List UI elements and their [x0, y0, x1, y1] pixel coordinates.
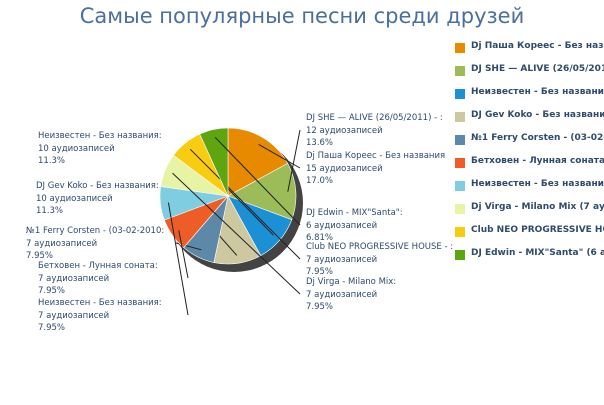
slice-label-name: №1 Ferry Corsten - (03-02-2010: [26, 226, 165, 236]
slice-label-percent: 11.3% [36, 206, 64, 216]
slice-label-name: Бетховен - Лунная соната: [38, 261, 158, 271]
slice-label-count: 10 аудиозаписей [38, 143, 115, 154]
legend-label: №1 Ferry Corsten - (03-02-20 [471, 133, 604, 143]
slice-label: Club NEO PROGRESSIVE HOUSE - : 7 аудиозап… [306, 241, 453, 279]
slice-label-name: DJ Gev Koko - Без названия: [36, 181, 159, 191]
legend-label: Бетховен - Лунная соната (7- [471, 156, 604, 166]
legend-swatch [455, 66, 465, 76]
leader-line [214, 137, 301, 226]
legend: Dj Паша Корееc - Без названи DJ SHE — ALI… [455, 38, 604, 268]
slice-label-count: 6 аудиозаписей [306, 220, 378, 231]
slice-label-count: 7 аудиозаписей [306, 254, 378, 265]
leader-line [172, 172, 301, 295]
legend-label: DJ SHE — ALIVE (26/05/2011 [471, 64, 604, 74]
legend-item[interactable]: Неизвестен - Без названия (7 а [455, 176, 604, 199]
legend-item[interactable]: №1 Ferry Corsten - (03-02-20 [455, 130, 604, 153]
legend-label: Dj Паша Корееc - Без названи [471, 41, 604, 51]
slice-label-name: Неизвестен - Без названия: [38, 298, 162, 308]
pie-slice [227, 162, 297, 221]
legend-item[interactable]: Dj Virga - Milano Mix (7 ау [455, 199, 604, 222]
legend-swatch [455, 204, 465, 214]
legend-item[interactable]: DJ SHE — ALIVE (26/05/2011 [455, 61, 604, 84]
legend-label: DJ Gev Koko - Без названия (1 [471, 110, 604, 120]
slice-label-count: 7 аудиозаписей [38, 273, 110, 284]
legend-swatch [455, 43, 465, 53]
legend-item[interactable]: DJ Edwin - MIX"Santa" (6 ауди [455, 245, 604, 268]
slice-label: DJ SHE — ALIVE (26/05/2011) - : 12 аудиоз… [306, 112, 443, 150]
slice-label-percent: 7.95% [38, 323, 66, 333]
legend-label: Club NEO PROGRESSIVE HOUSE [471, 225, 604, 235]
slice-label-name: Dj Virga - Milano Mix: [306, 277, 397, 287]
slice-label-percent: 17.0% [306, 176, 334, 186]
slice-label: Бетховен - Лунная соната: 7 аудиозаписей 7… [38, 260, 158, 298]
slice-label-percent: 11.3% [38, 156, 66, 166]
slice-label-count: 15 аудиозаписей [306, 163, 383, 174]
legend-swatch [455, 250, 465, 260]
slice-label-percent: 6.81% [306, 233, 334, 243]
slice-label-percent: 7.95% [38, 286, 66, 296]
leader-line [287, 129, 301, 192]
slice-label: №1 Ferry Corsten - (03-02-2010: 7 аудиоза… [26, 225, 164, 263]
legend-swatch [455, 181, 465, 191]
slice-label: DJ Gev Koko - Без названия: 10 аудиозапис… [36, 180, 159, 218]
slice-label-name: DJ Edwin - MIX"Santa": [306, 208, 403, 218]
slice-label-count: 12 аудиозаписей [306, 125, 383, 136]
slice-label-name: Club NEO PROGRESSIVE HOUSE - : [306, 242, 454, 252]
slice-label-percent: 13.6% [306, 138, 334, 148]
slice-label-percent: 7.95% [306, 302, 334, 312]
legend-swatch [455, 112, 465, 122]
legend-item[interactable]: DJ Gev Koko - Без названия (1 [455, 107, 604, 130]
pie-slice [199, 127, 229, 197]
leader-line [167, 202, 189, 316]
slice-label-name: Неизвестен - Без названия: [38, 131, 162, 141]
legend-label: DJ Edwin - MIX"Santa" (6 ауди [471, 248, 604, 258]
slice-label-count: 10 аудиозаписей [36, 193, 113, 204]
slice-label: Неизвестен - Без названия: 10 аудиозаписе… [38, 130, 162, 168]
slice-label-percent: 7.95% [306, 267, 334, 277]
slice-label-name: DJ SHE — ALIVE (26/05/2011) - : [306, 113, 443, 123]
legend-label: Неизвестен - Без названия (7 а [471, 179, 604, 189]
slice-label-count: 7 аудиозаписей [38, 310, 110, 321]
legend-swatch [455, 158, 465, 168]
legend-swatch [455, 227, 465, 237]
legend-label: Dj Virga - Milano Mix (7 ау [471, 202, 604, 212]
slice-label-count: 7 аудиозаписей [306, 289, 378, 300]
legend-item[interactable]: Dj Паша Корееc - Без названи [455, 38, 604, 61]
slice-label: Dj Virga - Milano Mix: 7 аудиозаписей 7.95… [306, 276, 396, 314]
slice-label: DJ Edwin - MIX"Santa": 6 аудиозаписей 6.81… [306, 207, 403, 245]
slice-label: Неизвестен - Без названия: 7 аудиозаписей… [38, 297, 162, 335]
legend-item[interactable]: Бетховен - Лунная соната (7- [455, 153, 604, 176]
legend-label: Неизвестен - Без названия (10 [471, 87, 604, 97]
slice-label-count: 7 аудиозаписей [26, 238, 98, 249]
slice-label-name: Dj Паша Корееc - Без названия [306, 151, 446, 161]
legend-swatch [455, 135, 465, 145]
legend-item[interactable]: Club NEO PROGRESSIVE HOUSE [455, 222, 604, 245]
chart-title: Самые популярные песни среди друзей [79, 4, 525, 28]
leader-line [178, 230, 189, 279]
leader-line [189, 148, 301, 260]
legend-item[interactable]: Неизвестен - Без названия (10 [455, 84, 604, 107]
slice-label: Dj Паша Корееc - Без названия 15 аудиозап… [306, 150, 445, 188]
legend-swatch [455, 89, 465, 99]
slice-label-percent: 7.95% [26, 251, 54, 261]
